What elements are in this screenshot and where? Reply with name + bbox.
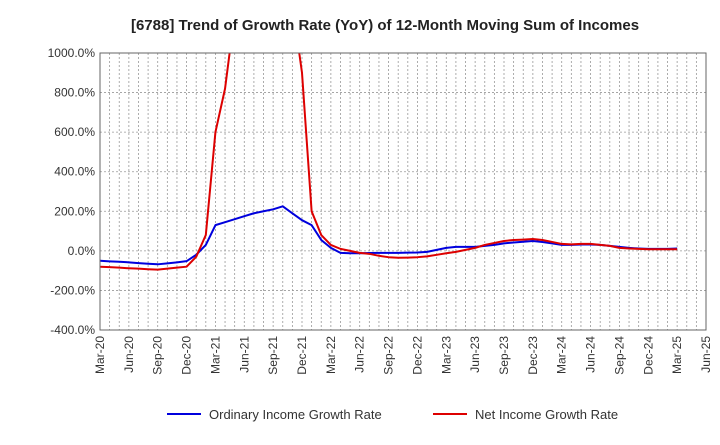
legend-label-net-income: Net Income Growth Rate: [475, 407, 618, 422]
y-tick-label: 400.0%: [54, 165, 95, 179]
plot-area-frame: [99, 52, 707, 331]
x-tick-label: Mar-22: [324, 336, 338, 374]
x-tick-label: Sep-21: [266, 336, 280, 375]
x-axis-tick-labels: Mar-20 Jun-20 Sep-20 Dec-20 Mar-21 Jun-21 Sep-…: [93, 336, 713, 375]
chart-legend: Ordinary Income Growth Rate Net Income G…: [167, 407, 618, 422]
x-tick-label: Dec-23: [526, 336, 540, 375]
x-tick-label: Mar-23: [439, 336, 453, 374]
y-tick-label: 600.0%: [54, 125, 95, 139]
x-tick-label: Mar-21: [208, 336, 222, 374]
series-line-ordinary-income: [100, 205, 678, 266]
y-tick-label: 200.0%: [54, 204, 95, 218]
x-tick-label: Sep-20: [151, 336, 165, 375]
x-tick-label: Dec-21: [295, 336, 309, 375]
x-tick-label: Jun-24: [584, 336, 598, 373]
x-tick-label: Jun-23: [468, 336, 482, 373]
y-tick-label: 800.0%: [54, 86, 95, 100]
y-axis-tick-labels: -400.0% -200.0% 0.0% 200.0% 400.0% 600.0% 800.…: [48, 46, 96, 337]
y-tick-label: 1000.0%: [48, 46, 96, 60]
y-tick-label: -200.0%: [50, 283, 95, 297]
chart-title: [6788] Trend of Growth Rate (YoY) of 12-…: [131, 17, 639, 34]
series-lines: [100, 53, 678, 271]
x-tick-label: Sep-23: [497, 336, 511, 375]
x-tick-label: Mar-25: [670, 336, 684, 374]
x-tick-label: Mar-20: [93, 336, 107, 374]
x-tick-label: Jun-22: [353, 336, 367, 373]
x-tick-label: Dec-22: [410, 336, 424, 375]
x-tick-label: Sep-22: [382, 336, 396, 375]
x-tick-label: Sep-24: [612, 336, 626, 375]
x-tick-label: Jun-20: [122, 336, 136, 373]
x-tick-label: Jun-21: [237, 336, 251, 373]
y-tick-label: 0.0%: [68, 244, 96, 258]
x-tick-label: Dec-24: [641, 336, 655, 375]
y-tick-label: -400.0%: [50, 323, 95, 337]
grid-lines: [99, 52, 707, 331]
x-tick-label: Jun-25: [699, 336, 713, 373]
x-tick-label: Dec-20: [180, 336, 194, 375]
legend-label-ordinary-income: Ordinary Income Growth Rate: [209, 407, 382, 422]
x-tick-label: Mar-24: [555, 336, 569, 374]
series-line-net-income: [100, 53, 678, 271]
